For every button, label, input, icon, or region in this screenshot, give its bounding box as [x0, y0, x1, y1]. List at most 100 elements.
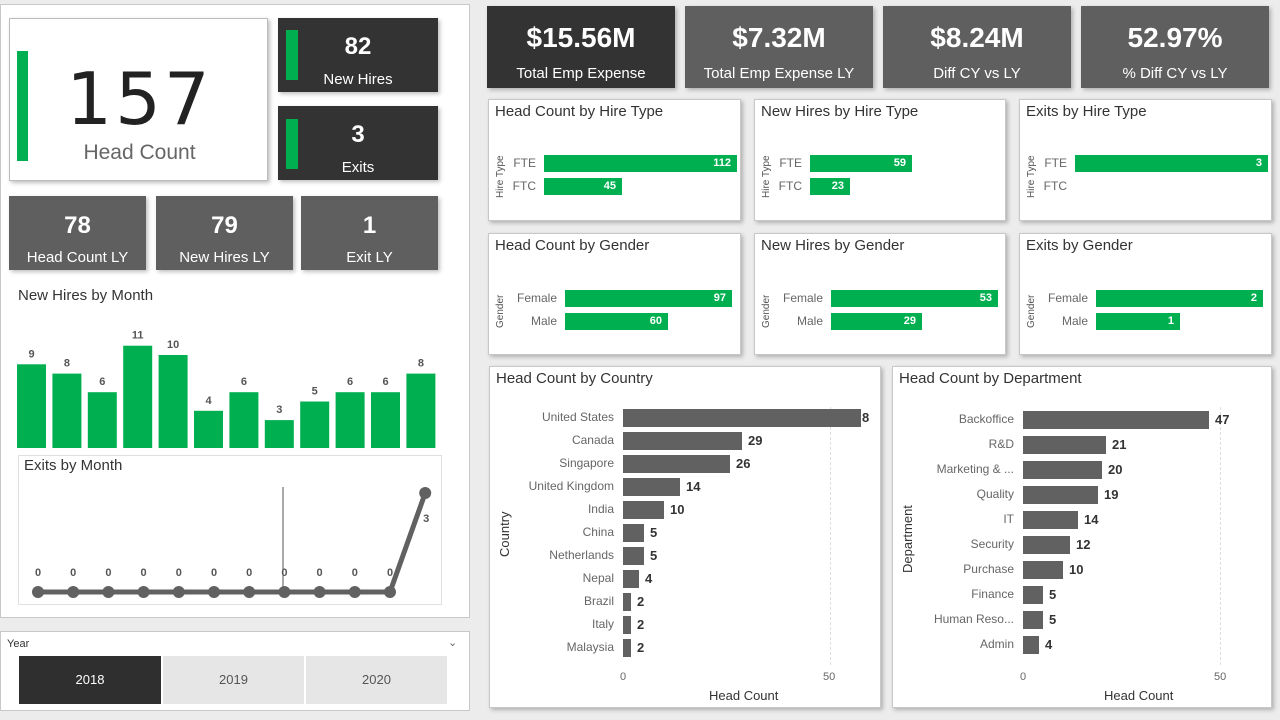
- head-count-label: Head Count: [83, 141, 196, 164]
- head-count-ly-label: Head Count LY: [26, 249, 129, 266]
- head-count-ly-value: 78: [64, 212, 91, 239]
- exits-point-3: [102, 586, 115, 598]
- total-emp-expense-ly-label: Total Emp Expense LY: [703, 65, 855, 82]
- department_chart-value-6: 10: [1069, 562, 1084, 577]
- country-gridline: [830, 407, 831, 665]
- category-label-ftc: FTC: [778, 179, 802, 193]
- month-value-label-5: 10: [167, 339, 179, 351]
- category-label-ftc: FTC: [1043, 179, 1067, 193]
- bar-fte: [810, 155, 912, 172]
- month-value-label-7: 6: [241, 376, 247, 388]
- category-label-female: Female: [516, 291, 557, 305]
- category-label-female: Female: [1047, 291, 1088, 305]
- exits-line: [38, 492, 428, 595]
- exits-card: 3 Exits: [278, 106, 438, 180]
- country-tick-50: 50: [823, 671, 836, 683]
- month-value-label-3: 6: [99, 376, 105, 388]
- value-label-male: 29: [903, 315, 916, 327]
- slicer-option-2019[interactable]: 2019: [163, 656, 304, 704]
- department-chart-title: Head Count by Department: [899, 370, 1082, 387]
- department_chart-category-7: Finance: [971, 587, 1014, 601]
- country_chart-bar-9: [623, 616, 631, 634]
- month-value-label-1: 9: [28, 348, 34, 360]
- month-value-label-8: 3: [276, 404, 282, 416]
- month-bar-7: [229, 392, 259, 448]
- department_chart-value-4: 14: [1084, 512, 1099, 527]
- new-hires-value: 82: [344, 33, 372, 60]
- accent-bar: [17, 51, 28, 161]
- country_chart-category-10: Malaysia: [566, 640, 614, 654]
- ex_gender-title: Exits by Gender: [1026, 237, 1133, 254]
- department_chart-category-0: Backoffice: [958, 412, 1014, 426]
- country_chart-value-4: 10: [670, 502, 685, 517]
- department_chart-value-5: 12: [1076, 537, 1091, 552]
- month-bar-2: [52, 373, 82, 448]
- nh_gender-title: New Hires by Gender: [761, 237, 905, 254]
- exits-point-8: [278, 586, 291, 598]
- new-hires-ly-label: New Hires LY: [179, 249, 270, 266]
- slicer-title: Year: [7, 638, 30, 650]
- chevron-down-icon[interactable]: ⌄: [448, 637, 458, 649]
- value-label-female: 97: [713, 292, 726, 304]
- category-label-female: Female: [782, 291, 823, 305]
- exits-value-label-1: 0: [35, 567, 41, 579]
- nh_hire_type-title: New Hires by Hire Type: [761, 103, 919, 120]
- department_chart-category-3: Quality: [976, 487, 1014, 501]
- ex_hire_type-title: Exits by Hire Type: [1026, 103, 1147, 120]
- value-label-fte: 3: [1255, 157, 1262, 169]
- department_chart-category-4: IT: [1003, 512, 1014, 526]
- month-bar-1: [17, 364, 46, 448]
- country_chart-bar-5: [623, 524, 644, 542]
- department_chart-category-5: Security: [970, 537, 1014, 551]
- month-value-label-10: 6: [347, 376, 353, 388]
- slicer-option-2018[interactable]: 2018: [19, 656, 161, 704]
- value-label-ftc: 45: [603, 180, 616, 192]
- bar-fte: [544, 155, 737, 172]
- exits-value-label-9: 0: [317, 567, 323, 579]
- diff-cy-vs-ly-value: $8.24M: [930, 22, 1024, 53]
- country_chart-value-7: 4: [645, 571, 653, 586]
- country_chart-category-3: United Kingdom: [528, 479, 614, 493]
- exits-value-label-5: 0: [176, 567, 182, 579]
- month-bar-12: [406, 373, 436, 448]
- slicer-option-2020[interactable]: 2020: [306, 656, 447, 704]
- exits-point-2: [67, 586, 80, 598]
- new-hires-ly-value: 79: [211, 212, 238, 239]
- country_chart-value-3: 14: [686, 479, 701, 494]
- department-chart: Head Count by Department Department Head…: [892, 366, 1272, 708]
- country_chart-category-6: Netherlands: [549, 548, 614, 562]
- exits-value-label-10: 0: [352, 567, 358, 579]
- month-value-label-9: 5: [312, 386, 318, 398]
- exits-point-10: [348, 586, 361, 598]
- month-bar-6: [194, 410, 223, 448]
- department_chart-category-6: Purchase: [963, 562, 1014, 576]
- accent-bar: [286, 119, 298, 169]
- month-bar-9: [300, 401, 330, 448]
- month-value-label-2: 8: [64, 358, 70, 370]
- month-value-label-6: 4: [205, 395, 212, 407]
- exits-value: 3: [351, 121, 365, 148]
- country-tick-0: 0: [620, 671, 627, 683]
- category-label-ftc: FTC: [512, 179, 536, 193]
- country_chart-bar-2: [623, 455, 730, 473]
- exits-by-month-frame: [18, 455, 442, 605]
- exit-ly-label: Exit LY: [346, 249, 393, 266]
- month-value-label-12: 8: [418, 358, 424, 370]
- bar-female: [831, 290, 998, 307]
- department_chart-bar-6: [1023, 561, 1063, 579]
- department_chart-value-8: 5: [1049, 612, 1057, 627]
- exits-point-11: [384, 586, 396, 598]
- hc-gender-chart: Head Count by Gender Gender Female 97 Male 60: [488, 233, 741, 355]
- new-hires-ly-card: 79 New Hires LY: [156, 196, 293, 270]
- category-label-male: Male: [796, 314, 823, 328]
- country_chart-bar-10: [623, 639, 631, 657]
- exits-value-label-2: 0: [70, 567, 76, 579]
- hc-hire-type-chart: Head Count by Hire Type Hire Type FTE 112 FT…: [488, 99, 741, 221]
- department_chart-category-1: R&D: [988, 437, 1014, 451]
- country_chart-category-0: United States: [541, 410, 614, 424]
- month-value-label-11: 6: [382, 376, 388, 388]
- country_chart-category-5: China: [582, 525, 614, 539]
- country_chart-value-5: 5: [650, 525, 658, 540]
- exits-value-label-8: 0: [281, 567, 287, 579]
- value-label-male: 60: [649, 315, 662, 327]
